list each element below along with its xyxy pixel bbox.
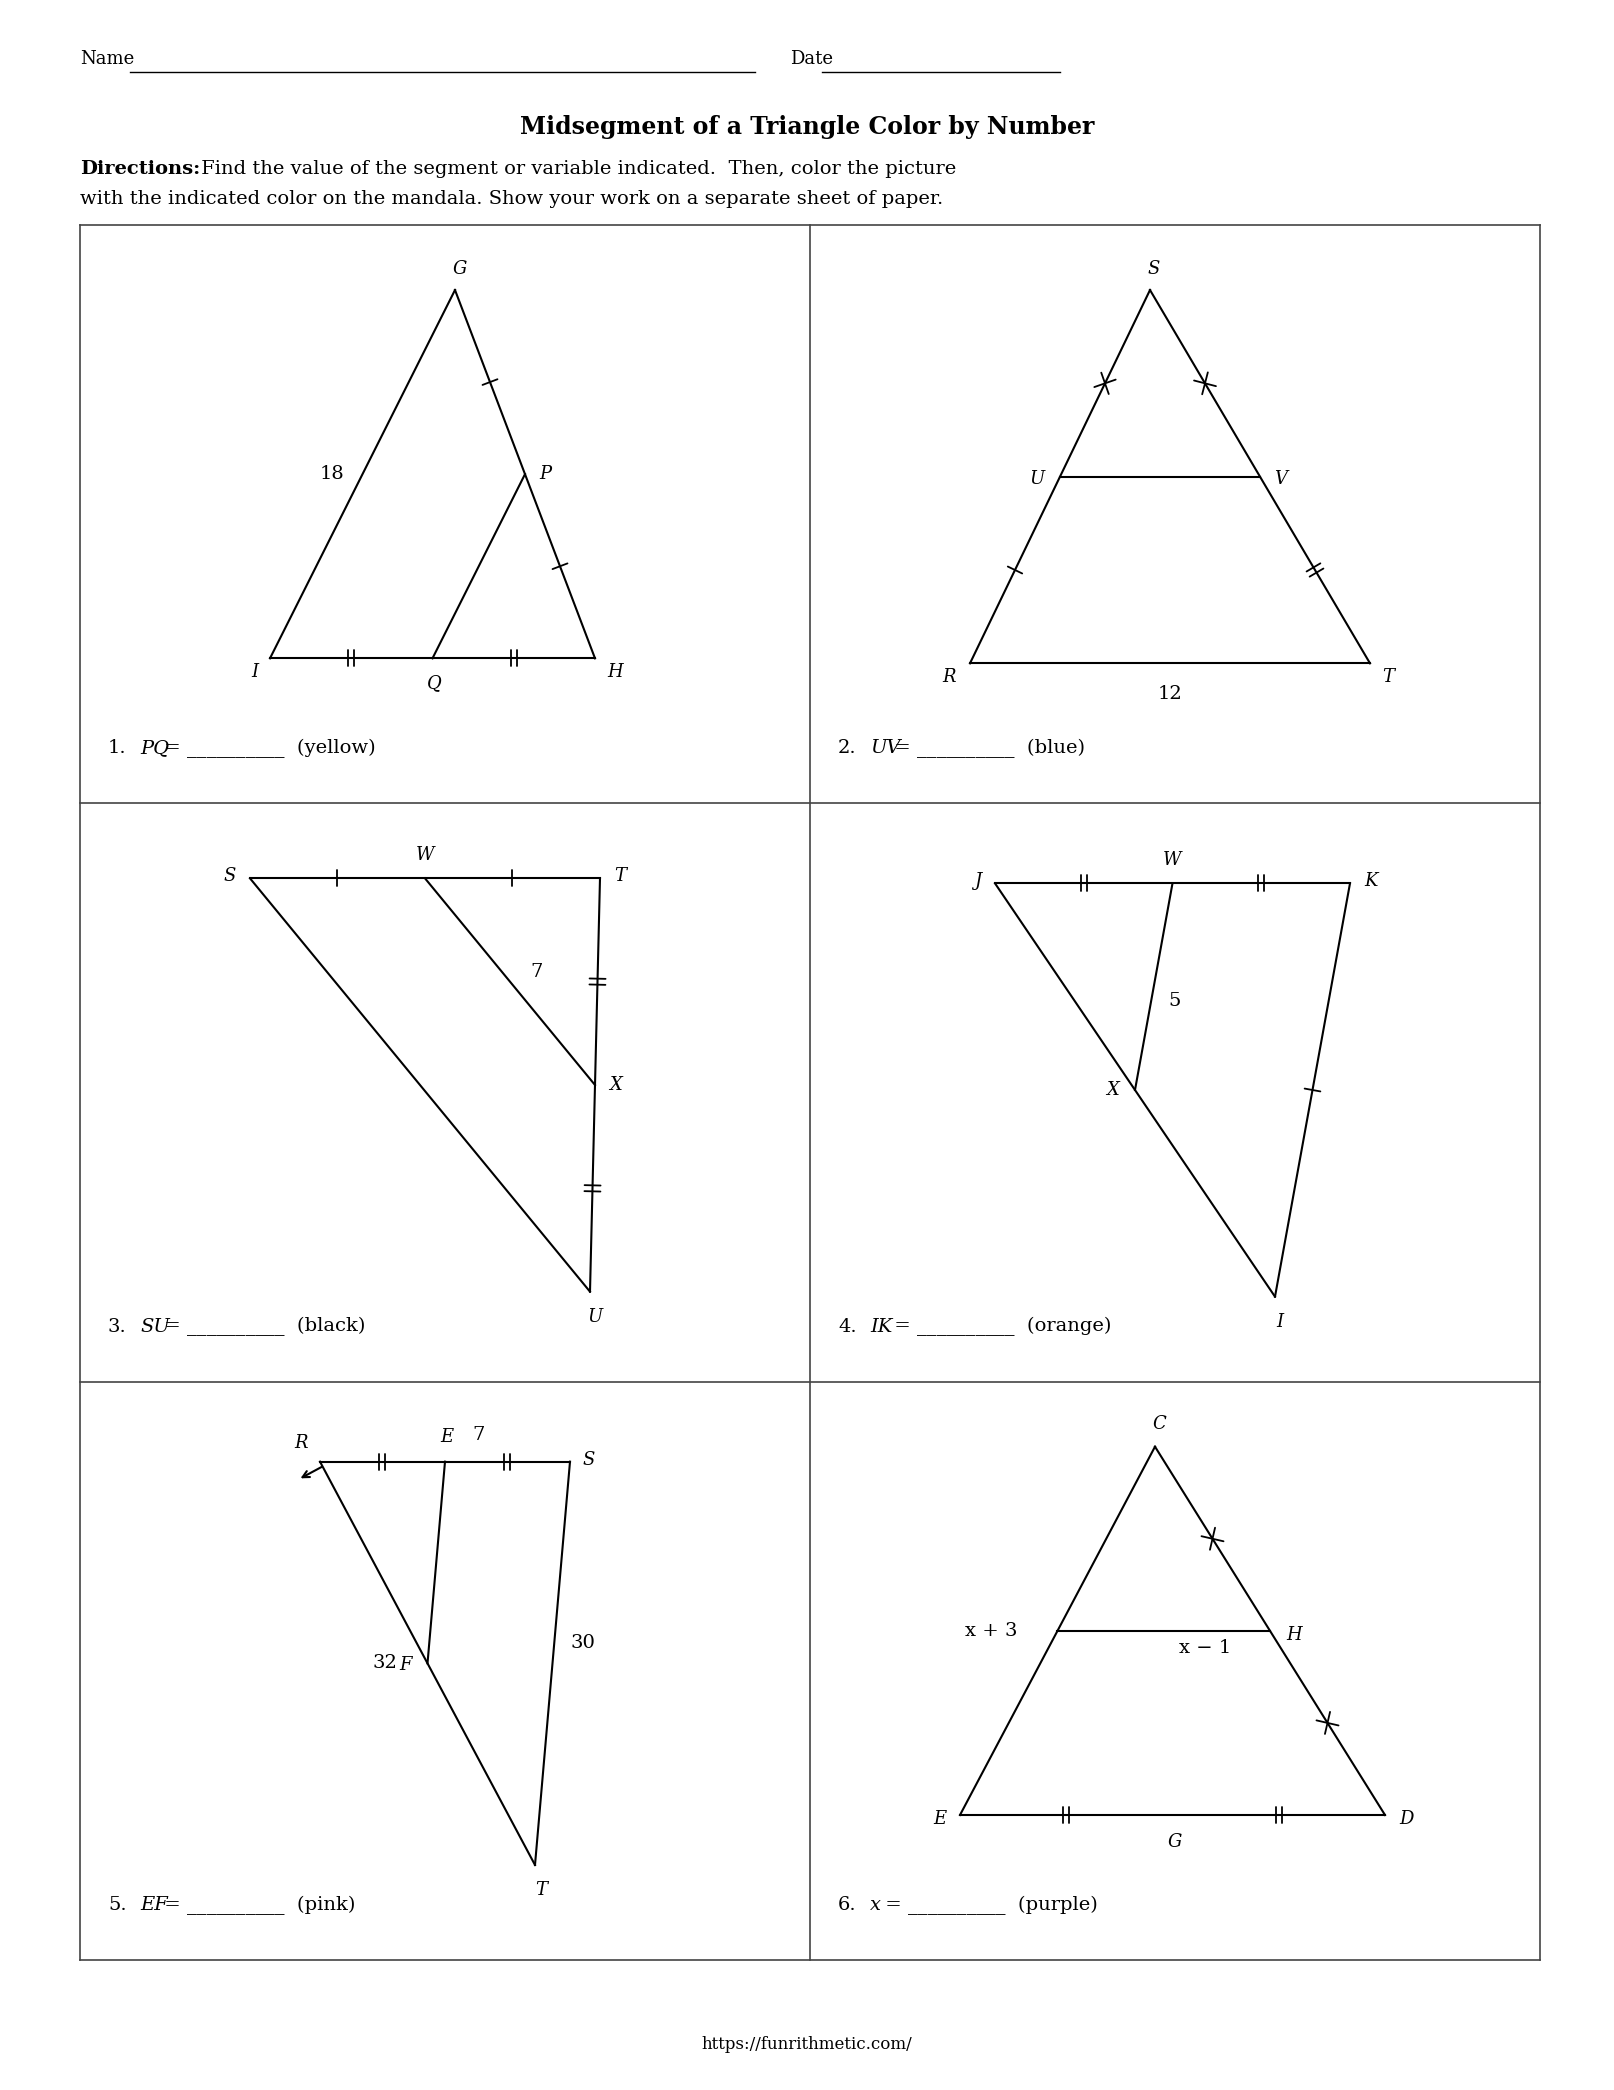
Text: C: C [1151, 1415, 1165, 1432]
Text: = __________  (purple): = __________ (purple) [878, 1896, 1098, 1914]
Text: Q: Q [426, 675, 442, 692]
Text: S: S [581, 1450, 594, 1469]
Text: 18: 18 [320, 466, 344, 483]
Text: = __________  (black): = __________ (black) [158, 1317, 365, 1336]
Text: X: X [1106, 1081, 1119, 1099]
Text: = __________  (blue): = __________ (blue) [888, 738, 1085, 759]
Text: IK: IK [870, 1317, 893, 1336]
Text: X: X [608, 1076, 621, 1093]
Text: 7: 7 [529, 963, 542, 980]
Text: G: G [1167, 1833, 1181, 1852]
Text: with the indicated color on the mandala. Show your work on a separate sheet of p: with the indicated color on the mandala.… [81, 190, 943, 209]
Text: H: H [607, 663, 623, 681]
Text: I: I [250, 663, 258, 681]
Text: Midsegment of a Triangle Color by Number: Midsegment of a Triangle Color by Number [520, 115, 1094, 140]
Text: 4.: 4. [838, 1317, 855, 1336]
Text: U: U [1028, 470, 1043, 487]
Text: H: H [1285, 1626, 1301, 1645]
Text: 5.: 5. [108, 1896, 126, 1914]
Text: EF: EF [140, 1896, 168, 1914]
Text: Find the value of the segment or variable indicated.  Then, color the picture: Find the value of the segment or variabl… [195, 161, 955, 178]
Text: T: T [1382, 669, 1393, 686]
Text: 5: 5 [1169, 991, 1180, 1009]
Text: E: E [933, 1810, 946, 1829]
Text: W: W [415, 846, 434, 865]
Text: U: U [587, 1308, 602, 1325]
Text: 32: 32 [373, 1655, 397, 1672]
Text: D: D [1398, 1810, 1412, 1829]
Text: Date: Date [789, 50, 833, 69]
Text: K: K [1364, 872, 1377, 890]
Text: F: F [399, 1657, 412, 1674]
Text: R: R [943, 669, 955, 686]
Text: S: S [1148, 259, 1159, 278]
Text: 3.: 3. [108, 1317, 126, 1336]
Text: = __________  (pink): = __________ (pink) [158, 1896, 355, 1914]
Text: V: V [1273, 470, 1286, 487]
Text: Directions:: Directions: [81, 161, 200, 178]
Text: 1.: 1. [108, 740, 126, 757]
Text: S: S [223, 867, 236, 886]
Text: 2.: 2. [838, 740, 855, 757]
Text: 6.: 6. [838, 1896, 855, 1914]
Text: I: I [1275, 1313, 1283, 1331]
Text: P: P [539, 466, 550, 483]
Text: = __________  (yellow): = __________ (yellow) [158, 738, 376, 759]
Text: = __________  (orange): = __________ (orange) [888, 1317, 1110, 1336]
Text: G: G [452, 259, 466, 278]
Text: 12: 12 [1157, 686, 1181, 704]
Text: 30: 30 [570, 1634, 596, 1653]
Text: 7: 7 [471, 1425, 484, 1444]
Text: x + 3: x + 3 [965, 1622, 1017, 1641]
Text: PQ: PQ [140, 740, 169, 757]
Text: W: W [1162, 851, 1181, 869]
Text: x: x [870, 1896, 881, 1914]
Text: T: T [534, 1881, 547, 1900]
Text: Name: Name [81, 50, 134, 69]
Text: x − 1: x − 1 [1178, 1639, 1230, 1657]
Text: UV: UV [870, 740, 901, 757]
Text: T: T [613, 867, 626, 886]
Text: J: J [973, 872, 980, 890]
Text: E: E [441, 1427, 454, 1446]
Text: R: R [294, 1434, 308, 1453]
Text: https://funrithmetic.com/: https://funrithmetic.com/ [700, 2036, 912, 2054]
Text: SU: SU [140, 1317, 169, 1336]
